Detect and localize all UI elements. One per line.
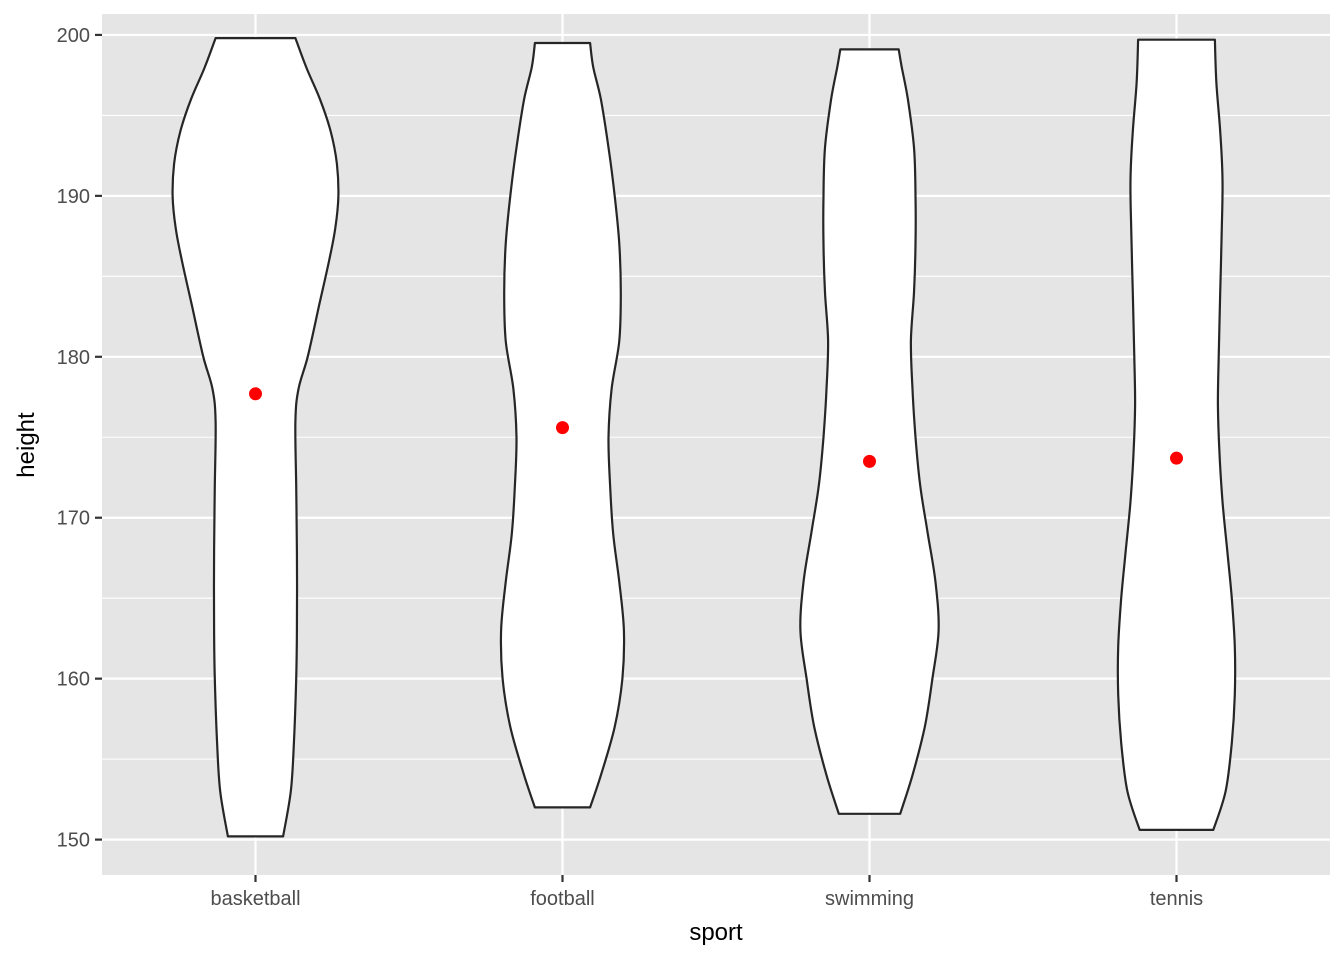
violin-basketball	[171, 37, 340, 838]
mean-point-tennis	[1170, 451, 1183, 465]
mean-point-basketball	[249, 387, 262, 401]
x-axis-title: sport	[689, 919, 743, 946]
y-tick-label: 180	[57, 347, 90, 369]
y-axis: 150 160 170 180 190 200	[57, 25, 102, 852]
x-tick-label-football: football	[530, 888, 595, 910]
mean-points	[249, 387, 1183, 468]
x-tick-label-basketball: basketball	[210, 888, 300, 910]
x-axis: basketball football swimming tennis	[210, 875, 1203, 910]
y-tick-label: 160	[57, 669, 90, 691]
y-axis-title: height	[13, 412, 40, 478]
mean-point-swimming	[863, 454, 876, 468]
y-tick-label: 190	[57, 186, 90, 208]
x-tick-label-tennis: tennis	[1150, 888, 1203, 910]
y-tick-label: 170	[57, 508, 90, 530]
violin-tennis	[1116, 38, 1237, 831]
x-tick-label-swimming: swimming	[825, 888, 914, 910]
mean-point-football	[556, 421, 569, 435]
y-tick-label: 150	[57, 830, 90, 852]
y-tick-label: 200	[57, 25, 90, 47]
violin-swimming	[799, 48, 940, 815]
